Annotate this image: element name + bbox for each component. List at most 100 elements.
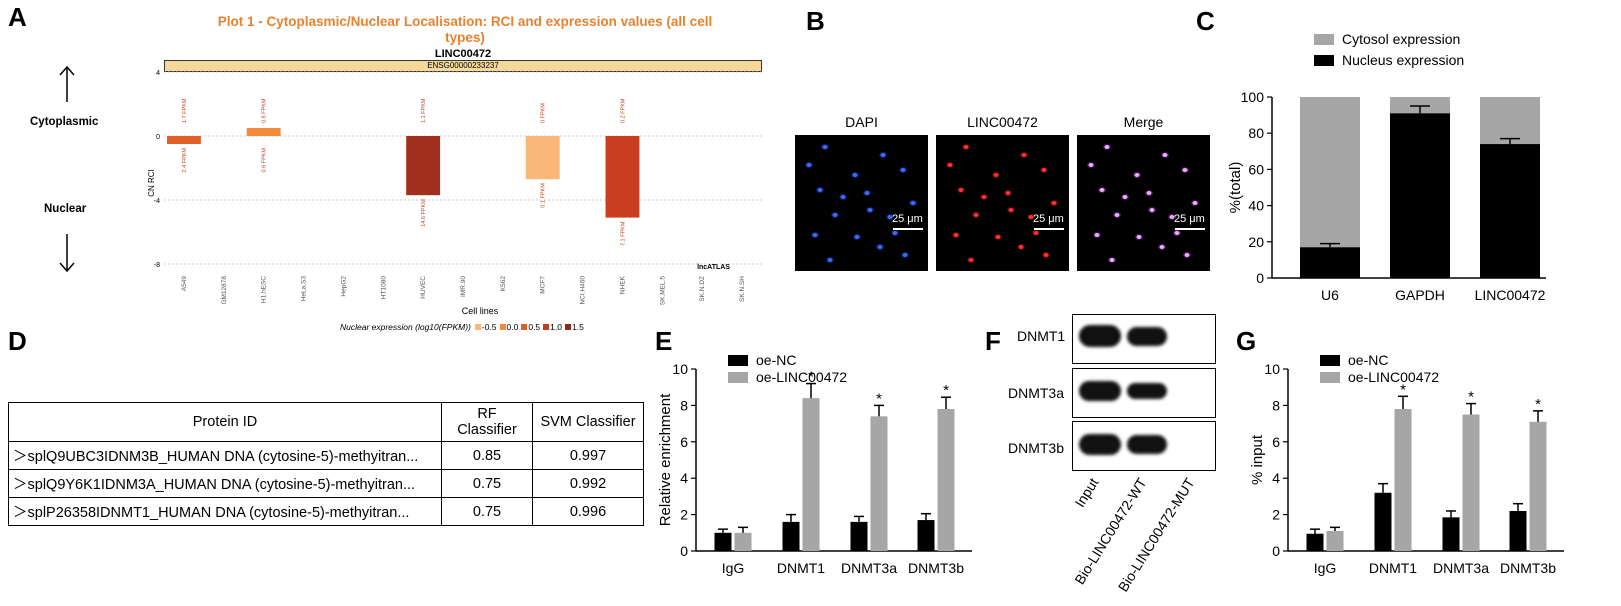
panel-letter-a: A	[8, 2, 27, 32]
legend-label: oe-LINC00472	[756, 369, 847, 385]
header-rf: RF Classifier	[441, 402, 533, 442]
cell	[1088, 163, 1094, 167]
cell	[877, 245, 883, 249]
fpkm-label-bottom: 0.6 FPKM	[262, 148, 268, 173]
y-tick-label: 4	[156, 70, 160, 77]
cell	[1104, 145, 1110, 149]
fpkm-label-bottom: 2.4 FPKM	[182, 148, 188, 173]
fpkm-label-top: 0 FPKM	[541, 103, 547, 123]
legend-swatch	[499, 324, 506, 330]
x-tick-label: DNMT3a	[1433, 560, 1489, 576]
x-tick-label: SK.MEL.5	[659, 276, 666, 306]
legend-label: 0.0	[506, 322, 519, 332]
significance-mark: *	[1400, 381, 1406, 398]
panel-a-title-line2: types)	[445, 30, 485, 45]
x-tick-label: HUVEC	[420, 276, 427, 299]
legend-item: 0.0	[499, 322, 519, 332]
cell	[1051, 201, 1057, 205]
cell	[981, 195, 987, 199]
significance-mark: *	[1535, 396, 1541, 413]
x-tick-label: HT1080	[380, 276, 387, 300]
cell	[953, 233, 959, 237]
x-tick-label: A549	[181, 276, 188, 292]
y-tick-label: 4	[680, 470, 688, 486]
legend-swatch	[1320, 372, 1340, 383]
micrograph-linc: 25 μm	[936, 135, 1069, 271]
x-tick-label: DNMT3b	[908, 560, 964, 576]
cell	[1146, 191, 1152, 195]
legend-item: 1.5	[565, 322, 584, 332]
x-tick-label: LINC00472	[1475, 287, 1546, 303]
x-tick-label: K562	[500, 276, 507, 292]
up-arrow-icon	[59, 65, 75, 102]
x-tick-label: GM12878	[221, 276, 228, 305]
y-tick-label: 20	[1248, 234, 1264, 250]
cell	[1122, 195, 1128, 199]
legend-item: -0.5	[474, 322, 497, 332]
blot-label-dnmt3a: DNMT3a	[1008, 385, 1065, 401]
micro-title-dapi: DAPI	[845, 114, 878, 130]
y-tick-label: -4	[154, 198, 160, 205]
legend-swatch	[565, 324, 571, 330]
x-tick-label: IgG	[1314, 560, 1337, 576]
table-cell-protein: ＞splQ9Y6K1IDNM3A_HUMAN DNA (cytosine-5)-…	[8, 469, 442, 498]
legend-label: oe-LINC00472	[1348, 369, 1439, 385]
cell	[1159, 245, 1165, 249]
bar	[166, 136, 201, 144]
panel-c-chart: Cytosol expression Nucleus expression 0 20 4…	[1227, 31, 1546, 303]
y-axis-label: Relative enrichment	[657, 393, 674, 526]
x-tick-label: IMR.90	[460, 276, 467, 297]
cell	[968, 258, 974, 262]
fpkm-label-bottom: 14.6 FPKM	[421, 199, 427, 227]
y-tick-label: 100	[1241, 89, 1265, 105]
cell	[995, 235, 1001, 239]
cell	[854, 235, 860, 239]
protein-table: Protein ID RF Classifier SVM Classifier …	[8, 402, 644, 526]
band	[1127, 435, 1167, 454]
x-tick-label: U6	[1321, 287, 1339, 303]
bar	[246, 128, 281, 136]
bar	[802, 398, 820, 551]
y-tick-label: 0	[1272, 543, 1280, 559]
cell	[1134, 173, 1140, 177]
scale-label-dapi: 25 μm	[892, 213, 923, 225]
y-tick-label: 2	[680, 507, 688, 523]
bar	[1326, 530, 1344, 551]
cell	[887, 215, 893, 219]
bar	[782, 521, 800, 551]
bar	[525, 136, 560, 180]
cell	[1008, 208, 1014, 212]
cell	[1182, 168, 1188, 172]
cell	[852, 173, 858, 177]
bar	[1374, 492, 1392, 551]
legend-swatch	[1314, 55, 1334, 66]
legend-swatch	[474, 324, 481, 330]
table-cell-protein: ＞splP26358IDNMT1_HUMAN DNA (cytosine-5)-…	[8, 497, 442, 526]
blot-dnmt1	[1072, 314, 1216, 364]
x-tick-label: H1.hESC	[261, 276, 268, 303]
cell	[1109, 258, 1115, 262]
bar-nucleus	[1300, 247, 1360, 278]
cell	[1028, 215, 1034, 219]
legend-swatch	[521, 324, 528, 330]
x-tick-label: DNMT3b	[1500, 560, 1556, 576]
bar	[870, 416, 888, 551]
legend-label: oe-NC	[1348, 352, 1388, 368]
cytoplasmic-label: Cytoplasmic	[30, 116, 99, 128]
bar-cytosol	[1300, 97, 1360, 248]
table-cell-svm: 0.992	[532, 469, 644, 498]
cell	[1041, 168, 1047, 172]
significance-mark: *	[1468, 389, 1474, 406]
protein-table-header: Protein ID RF Classifier SVM Classifier	[8, 402, 644, 442]
x-tick-label: DNMT1	[1369, 560, 1417, 576]
fpkm-label-bottom: 0.1 FPKM	[541, 183, 547, 208]
legend-swatch	[1314, 34, 1334, 45]
panel-a-gene: LINC00472	[434, 48, 492, 60]
header-svm: SVM Classifier	[532, 402, 644, 442]
panel-letter-b: B	[806, 6, 825, 36]
panel-letter-d: D	[8, 326, 27, 356]
lncatlas-watermark: lncATLAS	[697, 264, 730, 271]
y-tick-label: 0	[680, 543, 688, 559]
micrograph-dapi: 25 μm	[795, 135, 928, 271]
